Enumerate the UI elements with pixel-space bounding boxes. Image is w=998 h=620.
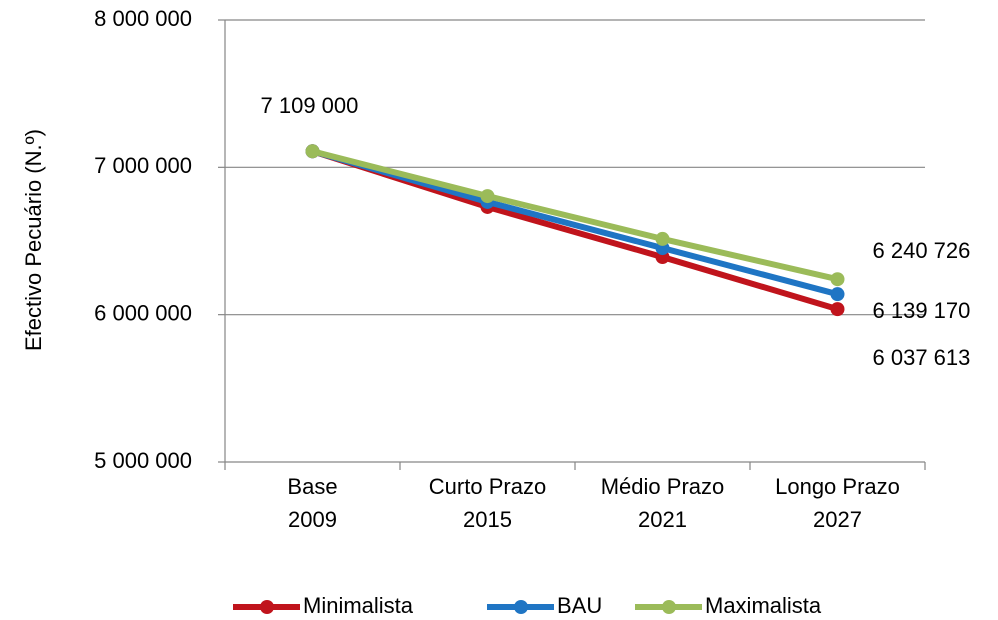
x-tick-label-line: 2021 bbox=[638, 507, 687, 532]
x-tick-label: Curto Prazo 2015 bbox=[429, 474, 546, 532]
x-tick-label: Base 2009 bbox=[287, 474, 337, 532]
x-tick-label: Longo Prazo 2027 bbox=[775, 474, 900, 532]
x-tick-label-line: 2015 bbox=[463, 507, 512, 532]
series-marker bbox=[305, 144, 320, 159]
legend-label: BAU bbox=[557, 593, 602, 618]
legend-label: Maximalista bbox=[705, 593, 822, 618]
data-label: 6 240 726 bbox=[873, 238, 971, 263]
legend-marker bbox=[514, 600, 528, 614]
x-tick-label-line: 2009 bbox=[288, 507, 337, 532]
y-tick-label: 5 000 000 bbox=[94, 448, 192, 473]
series-marker bbox=[830, 302, 845, 317]
x-tick-label-line: Longo Prazo bbox=[775, 474, 900, 499]
x-tick-label-line: Base bbox=[287, 474, 337, 499]
series-marker bbox=[830, 287, 845, 302]
y-tick-label: 6 000 000 bbox=[94, 300, 192, 325]
series-marker bbox=[655, 231, 670, 246]
series-line bbox=[311, 148, 839, 283]
y-tick-label: 8 000 000 bbox=[94, 6, 192, 31]
legend-marker bbox=[260, 600, 274, 614]
x-tick-label-line: Curto Prazo bbox=[429, 474, 546, 499]
data-label: 6 139 170 bbox=[873, 298, 971, 323]
legend-label: Minimalista bbox=[303, 593, 414, 618]
x-tick-label-line: 2027 bbox=[813, 507, 862, 532]
series-marker bbox=[480, 189, 495, 204]
x-tick-label-line: Médio Prazo bbox=[601, 474, 725, 499]
data-label: 7 109 000 bbox=[261, 93, 359, 118]
y-tick-label: 7 000 000 bbox=[94, 153, 192, 178]
data-label: 6 037 613 bbox=[873, 345, 971, 370]
series-marker bbox=[830, 272, 845, 287]
x-tick-label: Médio Prazo 2021 bbox=[601, 474, 725, 532]
legend-marker bbox=[662, 600, 676, 614]
y-axis-label: Efectivo Pecuário (N.º) bbox=[21, 129, 46, 351]
